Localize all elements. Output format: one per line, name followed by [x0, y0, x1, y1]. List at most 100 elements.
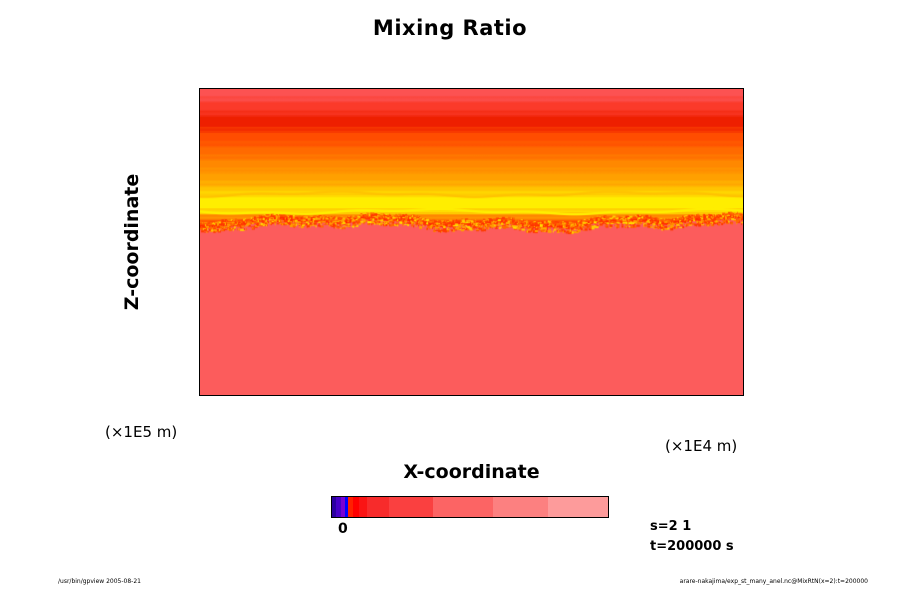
colorbar-segment: [345, 497, 349, 517]
colorbar-segment: [367, 497, 390, 517]
y-minor-tick: [199, 376, 200, 378]
x-major-tick: [199, 88, 201, 89]
x-minor-tick: [556, 88, 558, 89]
colorbar-segment: [332, 497, 337, 517]
y-minor-tick: [743, 355, 744, 357]
x-major-tick: [283, 395, 285, 396]
x-major-tick: [409, 395, 411, 396]
page-title: Mixing Ratio: [372, 16, 528, 40]
x-major-tick: [409, 88, 411, 89]
colorbar-segment: [432, 497, 494, 517]
y-minor-tick: [743, 150, 744, 152]
x-major-tick: [241, 88, 243, 89]
x-major-tick: [493, 395, 495, 396]
x-minor-tick: [514, 88, 516, 89]
x-minor-tick: [472, 88, 474, 89]
x-minor-tick: [346, 395, 348, 396]
colorbar-segment: [358, 497, 368, 517]
x-minor-tick: [430, 88, 432, 89]
y-minor-tick: [743, 232, 744, 234]
x-major-tick: [618, 88, 620, 89]
x-minor-tick: [472, 395, 474, 396]
y-minor-tick: [199, 150, 200, 152]
footer-source: arare-nakajima/exp_st_many_anel.nc@MixRt…: [679, 578, 868, 585]
x-major-tick: [577, 88, 579, 89]
y-minor-tick: [743, 109, 744, 111]
x-major-tick: [660, 395, 662, 396]
x-minor-tick: [723, 88, 725, 89]
x-major-tick: [702, 88, 704, 89]
x-major-tick: [535, 395, 537, 396]
x-major-tick: [451, 395, 453, 396]
x-major-tick: [325, 88, 327, 89]
x-minor-tick: [639, 395, 641, 396]
colorbar-segment: [389, 497, 433, 517]
y-minor-tick: [199, 253, 200, 255]
colorbar-segment: [336, 497, 341, 517]
colorbar-segment: [340, 497, 346, 517]
x-major-tick: [283, 88, 285, 89]
x-major-tick: [577, 395, 579, 396]
y-minor-tick: [199, 170, 200, 172]
x-minor-tick: [304, 395, 306, 396]
y-minor-tick: [743, 273, 744, 275]
x-minor-tick: [723, 395, 725, 396]
y-minor-tick: [199, 335, 200, 337]
x-major-tick: [535, 88, 537, 89]
x-major-tick: [660, 88, 662, 89]
x-minor-tick: [388, 88, 390, 89]
y-minor-tick: [199, 129, 200, 131]
y-minor-tick: [743, 376, 744, 378]
y-minor-tick: [199, 273, 200, 275]
y-major-tick: [743, 191, 744, 193]
colorbar-segment: [352, 497, 359, 517]
y-minor-tick: [743, 335, 744, 337]
x-minor-tick: [262, 395, 264, 396]
x-minor-tick: [304, 88, 306, 89]
y-minor-tick: [743, 211, 744, 213]
x-major-tick: [367, 395, 369, 396]
x-minor-tick: [220, 88, 222, 89]
x-minor-tick: [430, 395, 432, 396]
y-axis-title: Z-coordinate: [121, 173, 143, 311]
y-major-tick: [743, 88, 744, 90]
x-minor-tick: [639, 88, 641, 89]
footer-command: /usr/bin/gpview 2005-08-21: [58, 578, 141, 585]
heatmap-canvas: [200, 89, 743, 395]
colorbar: [331, 496, 609, 518]
x-minor-tick: [220, 395, 222, 396]
x-major-tick: [241, 395, 243, 396]
x-minor-tick: [598, 88, 600, 89]
x-minor-tick: [598, 395, 600, 396]
x-minor-tick: [514, 395, 516, 396]
colorbar-gradient: [331, 496, 609, 518]
colorbar-segment: [348, 497, 353, 517]
y-minor-tick: [199, 355, 200, 357]
y-minor-tick: [199, 211, 200, 213]
y-minor-tick: [199, 232, 200, 234]
annotation-t: t=200000 s: [650, 539, 734, 554]
y-minor-tick: [199, 314, 200, 316]
x-minor-tick: [681, 395, 683, 396]
x-minor-tick: [346, 88, 348, 89]
y-minor-tick: [743, 129, 744, 131]
x-major-tick: [367, 88, 369, 89]
x-major-tick: [451, 88, 453, 89]
x-major-tick: [493, 88, 495, 89]
x-minor-tick: [262, 88, 264, 89]
y-minor-tick: [743, 170, 744, 172]
annotation-s: s=2 1: [650, 519, 692, 534]
colorbar-segment: [547, 497, 608, 517]
plot-area: 0123 0481216202428323640444852: [199, 88, 744, 396]
colorbar-tick-label-0: 0: [338, 521, 348, 537]
x-axis-title: X-coordinate: [403, 461, 540, 483]
y-minor-tick: [743, 314, 744, 316]
colorbar-segment: [493, 497, 548, 517]
x-major-tick: [325, 395, 327, 396]
x-axis-unit: (×1E4 m): [665, 437, 738, 455]
x-minor-tick: [388, 395, 390, 396]
x-minor-tick: [556, 395, 558, 396]
x-major-tick: [618, 395, 620, 396]
y-major-tick: [199, 294, 200, 296]
x-major-tick: [702, 395, 704, 396]
